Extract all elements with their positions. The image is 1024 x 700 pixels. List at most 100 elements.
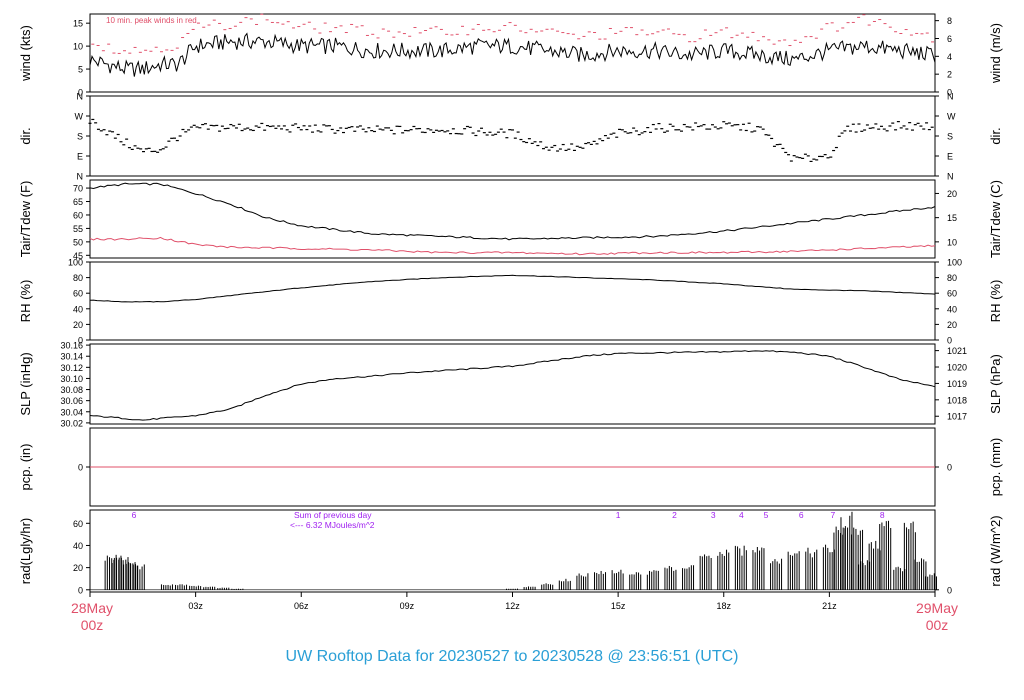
left-tick-label: 65 — [73, 197, 83, 207]
ylabel-right: RH (%) — [988, 280, 1003, 323]
series-line-tdew — [89, 236, 936, 256]
rad-top-label: 3 — [711, 510, 716, 520]
x-tick-label: 18z — [716, 601, 731, 611]
left-tick-label: 30.02 — [60, 418, 83, 428]
x-end-label: 00z — [926, 617, 949, 633]
right-tick-label: 6 — [947, 34, 952, 44]
ylabel-left: RH (%) — [18, 280, 33, 323]
x-start-label: 00z — [81, 617, 104, 633]
panel-slp: 30.0230.0430.0630.0830.1030.1230.1430.16… — [18, 341, 1003, 429]
rad-top-label: 6 — [132, 510, 137, 520]
x-end-label: 29May — [916, 600, 958, 616]
left-tick-label: 10 — [73, 42, 83, 52]
rad-top-label: 4 — [739, 510, 744, 520]
x-tick-label: 21z — [822, 601, 837, 611]
left-tick-label: 60 — [73, 519, 83, 529]
x-tick-label: 15z — [611, 601, 626, 611]
right-tick-label: 2 — [947, 70, 952, 80]
ylabel-right: SLP (hPa) — [988, 354, 1003, 414]
ylabel-left: rad(Lgly/hr) — [18, 518, 33, 584]
right-tick-label: 1021 — [947, 346, 967, 356]
right-tick-label: W — [947, 112, 956, 122]
x-tick-label: 09z — [400, 601, 415, 611]
left-tick-label: 30.06 — [60, 396, 83, 406]
right-tick-label: 100 — [947, 258, 962, 268]
left-tick-label: W — [75, 112, 84, 122]
series-line — [89, 274, 936, 303]
left-tick-label: 5 — [78, 65, 83, 75]
panel-wind: 0 5 10 15 0 2 4 6 8 wind (kts) wind (m/s) 10 min. p… — [18, 13, 1003, 98]
left-tick-label: 80 — [73, 273, 83, 283]
left-tick-label: 15 — [73, 19, 83, 29]
right-tick-label: 0 — [947, 585, 952, 595]
left-tick-label: 20 — [73, 563, 83, 573]
left-tick-label: S — [77, 132, 83, 142]
ylabel-left: dir. — [18, 127, 33, 144]
series-line — [89, 350, 936, 421]
series-line — [89, 32, 936, 77]
panel-rad: 02040600200400600800rad(Lgly/hr)rad (W/m… — [18, 509, 1003, 595]
rad-top-label: 1 — [616, 510, 621, 520]
left-tick-label: 55 — [73, 224, 83, 234]
panel-pcp: 0 0 pcp. (in) pcp. (mm) — [18, 427, 1003, 507]
ylabel-right: dir. — [988, 127, 1003, 144]
left-tick-label: N — [77, 172, 84, 182]
panel-temp: 45 50 55 60 65 70 10 15 20 Tair/Tdew (F) Tair/Tdew… — [18, 179, 1003, 261]
rad-top-label: 8 — [880, 510, 885, 520]
ylabel-left: Tair/Tdew (F) — [18, 181, 33, 258]
right-tick-label: N — [947, 92, 954, 102]
ylabel-right: wind (m/s) — [988, 23, 1003, 84]
panel-frame — [89, 179, 936, 259]
right-tick-label: 0 — [947, 336, 952, 346]
right-tick-label: 4 — [947, 52, 952, 62]
x-tick-label: 12z — [505, 601, 520, 611]
panel-frame — [89, 13, 936, 93]
right-tick-label: S — [947, 132, 953, 142]
right-tick-label: N — [947, 172, 954, 182]
left-tick-label: 0 — [78, 88, 83, 98]
left-tick-label: E — [77, 152, 83, 162]
ylabel-right: Tair/Tdew (C) — [988, 180, 1003, 258]
left-tick-label: 40 — [73, 541, 83, 551]
left-tick-label: 40 — [73, 304, 83, 314]
panel-rh: 0 20 40 60 80 100 0 20 40 60 80 100 RH (%) RH (%) — [18, 258, 1003, 346]
left-tick-label: 20 — [73, 320, 83, 330]
right-tick-label: 10 — [947, 237, 957, 247]
peak-wind-annotation: 10 min. peak winds in red — [106, 16, 197, 25]
left-tick-label: 30.04 — [60, 407, 83, 417]
x-tick-label: 03z — [188, 601, 203, 611]
rad-top-label: 6 — [799, 510, 804, 520]
right-tick-label: 8 — [947, 16, 952, 26]
right-tick-label: 1020 — [947, 363, 967, 373]
left-tick-label: 30.08 — [60, 385, 83, 395]
right-tick-label: 20 — [947, 320, 957, 330]
left-tick-label: 60 — [73, 289, 83, 299]
right-tick-label: 15 — [947, 213, 957, 223]
left-tick-label: 60 — [73, 210, 83, 220]
left-tick-label: 30.16 — [60, 341, 83, 351]
right-tick-label: 20 — [947, 189, 957, 199]
daily-sum-annotation: <--- 6.32 MJoules/m^2 — [290, 520, 375, 530]
rad-top-label: 7 — [831, 510, 836, 520]
right-tick-label: 40 — [947, 304, 957, 314]
x-tick-label: 06z — [294, 601, 309, 611]
right-tick-label: 1017 — [947, 412, 967, 422]
right-tick-label: 80 — [947, 273, 957, 283]
ylabel-right: pcp. (mm) — [988, 438, 1003, 497]
left-tick-label: 100 — [68, 258, 83, 268]
rad-top-label: 5 — [764, 510, 769, 520]
right-tick-label: 0 — [947, 88, 952, 98]
left-tick-label: 30.12 — [60, 363, 83, 373]
right-tick-label: 0 — [947, 463, 952, 473]
ylabel-left: pcp. (in) — [18, 444, 33, 491]
left-tick-label: 30.14 — [60, 352, 83, 362]
rad-top-label: 2 — [672, 510, 677, 520]
panel-frame — [89, 261, 936, 341]
panel-frame — [89, 343, 936, 425]
series-line-tair — [89, 182, 936, 241]
left-tick-label: 0 — [78, 463, 83, 473]
daily-sum-annotation: Sum of previous day — [294, 510, 372, 520]
